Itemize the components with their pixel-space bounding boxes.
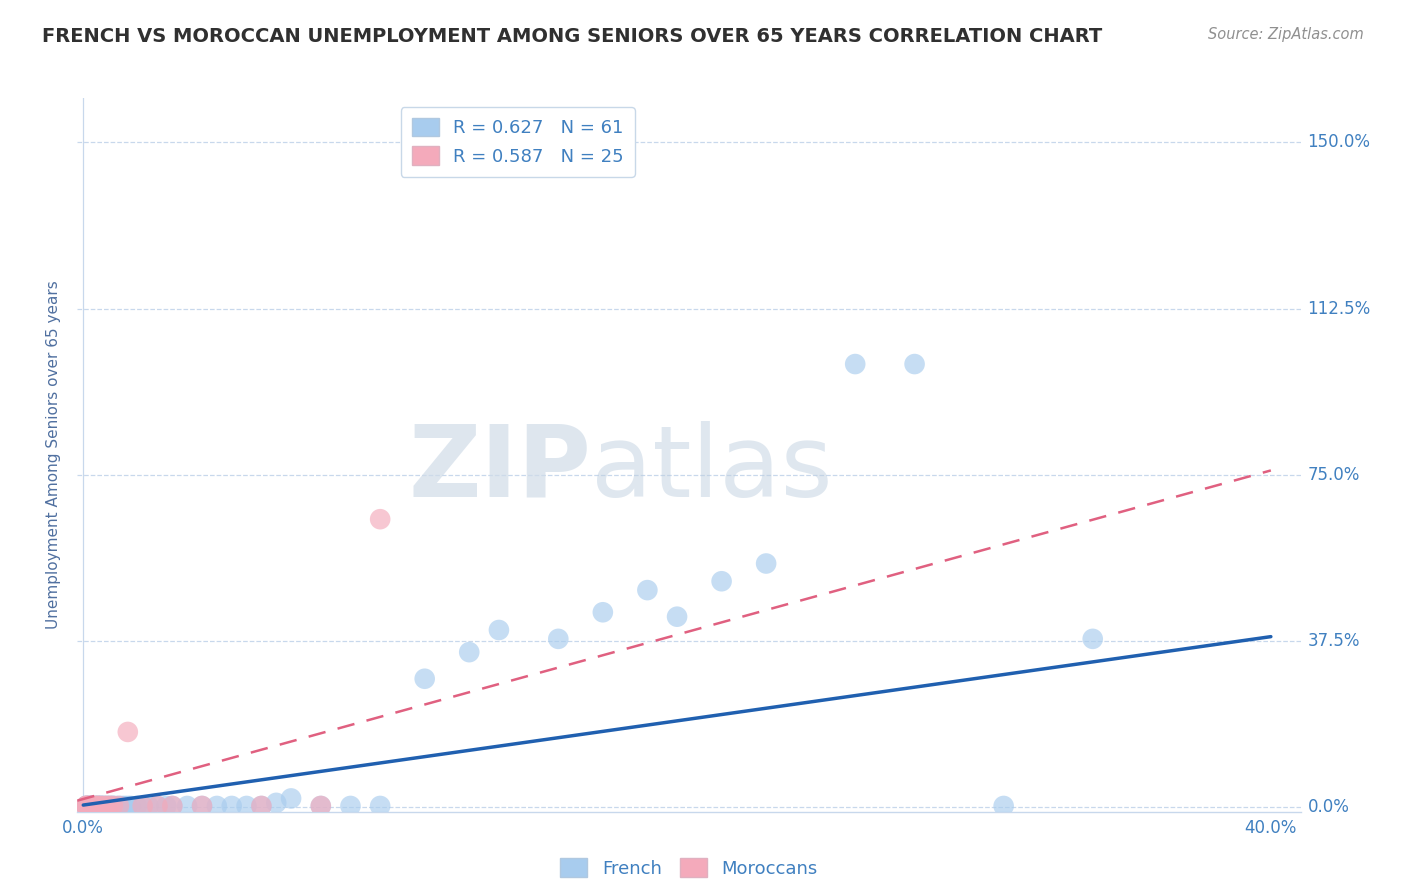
Point xyxy=(205,799,228,814)
Text: 37.5%: 37.5% xyxy=(1308,632,1360,650)
Text: 0.0%: 0.0% xyxy=(1308,798,1350,816)
Point xyxy=(114,799,136,814)
Point xyxy=(75,799,97,814)
Legend: French, Moroccans: French, Moroccans xyxy=(553,851,825,885)
Point xyxy=(98,799,121,814)
Point xyxy=(90,799,112,814)
Point xyxy=(87,799,110,814)
Point xyxy=(993,799,1015,814)
Point xyxy=(98,799,121,814)
Point xyxy=(96,799,118,814)
Point xyxy=(93,799,115,814)
Point xyxy=(77,799,100,814)
Point xyxy=(96,799,118,814)
Point xyxy=(458,645,481,659)
Point xyxy=(235,799,257,814)
Point xyxy=(221,799,243,814)
Point xyxy=(413,672,436,686)
Point xyxy=(75,799,97,814)
Point xyxy=(84,799,107,814)
Point xyxy=(844,357,866,371)
Point xyxy=(710,574,733,589)
Point xyxy=(75,799,97,814)
Point xyxy=(96,799,118,814)
Point xyxy=(77,799,100,814)
Point xyxy=(666,609,689,624)
Text: Source: ZipAtlas.com: Source: ZipAtlas.com xyxy=(1208,27,1364,42)
Point xyxy=(339,799,361,814)
Point xyxy=(111,799,134,814)
Point xyxy=(176,799,198,814)
Point xyxy=(82,799,104,814)
Point xyxy=(84,799,107,814)
Point xyxy=(87,799,110,814)
Point xyxy=(131,799,153,814)
Point xyxy=(101,799,124,814)
Point xyxy=(82,799,104,814)
Point xyxy=(75,799,97,814)
Point xyxy=(87,799,110,814)
Point xyxy=(104,799,127,814)
Text: atlas: atlas xyxy=(591,421,832,517)
Point xyxy=(75,799,97,814)
Point xyxy=(191,799,214,814)
Y-axis label: Unemployment Among Seniors over 65 years: Unemployment Among Seniors over 65 years xyxy=(46,281,62,629)
Point xyxy=(93,799,115,814)
Point xyxy=(592,605,614,619)
Point xyxy=(90,799,112,814)
Point xyxy=(93,799,115,814)
Text: 150.0%: 150.0% xyxy=(1308,134,1371,152)
Text: 75.0%: 75.0% xyxy=(1308,466,1360,483)
Point xyxy=(87,799,110,814)
Text: 112.5%: 112.5% xyxy=(1308,300,1371,318)
Point xyxy=(90,799,112,814)
Point xyxy=(264,796,287,810)
Point xyxy=(368,799,391,814)
Point xyxy=(309,799,332,814)
Point xyxy=(90,799,112,814)
Point xyxy=(108,799,131,814)
Text: ZIP: ZIP xyxy=(408,421,591,517)
Point xyxy=(162,799,184,814)
Point xyxy=(98,799,121,814)
Point xyxy=(903,357,925,371)
Point xyxy=(108,799,131,814)
Point xyxy=(77,799,100,814)
Point xyxy=(191,799,214,814)
Point xyxy=(84,799,107,814)
Point xyxy=(280,791,302,805)
Point xyxy=(131,799,153,814)
Point xyxy=(162,799,184,814)
Point xyxy=(155,799,177,814)
Point xyxy=(250,799,273,814)
Text: FRENCH VS MOROCCAN UNEMPLOYMENT AMONG SENIORS OVER 65 YEARS CORRELATION CHART: FRENCH VS MOROCCAN UNEMPLOYMENT AMONG SE… xyxy=(42,27,1102,45)
Point xyxy=(87,799,110,814)
Point xyxy=(82,799,104,814)
Point xyxy=(309,799,332,814)
Point xyxy=(101,799,124,814)
Point xyxy=(488,623,510,637)
Point xyxy=(117,799,139,814)
Point xyxy=(547,632,569,646)
Point xyxy=(636,583,658,598)
Point xyxy=(77,799,100,814)
Point xyxy=(146,799,169,814)
Point xyxy=(138,799,160,814)
Point xyxy=(125,799,148,814)
Point xyxy=(368,512,391,526)
Point xyxy=(75,799,97,814)
Point xyxy=(84,799,107,814)
Point xyxy=(250,799,273,814)
Point xyxy=(146,799,169,814)
Point xyxy=(755,557,778,571)
Point xyxy=(117,725,139,739)
Point xyxy=(120,799,142,814)
Point xyxy=(82,799,104,814)
Point xyxy=(82,799,104,814)
Point xyxy=(101,799,124,814)
Point xyxy=(1081,632,1104,646)
Point xyxy=(77,799,100,814)
